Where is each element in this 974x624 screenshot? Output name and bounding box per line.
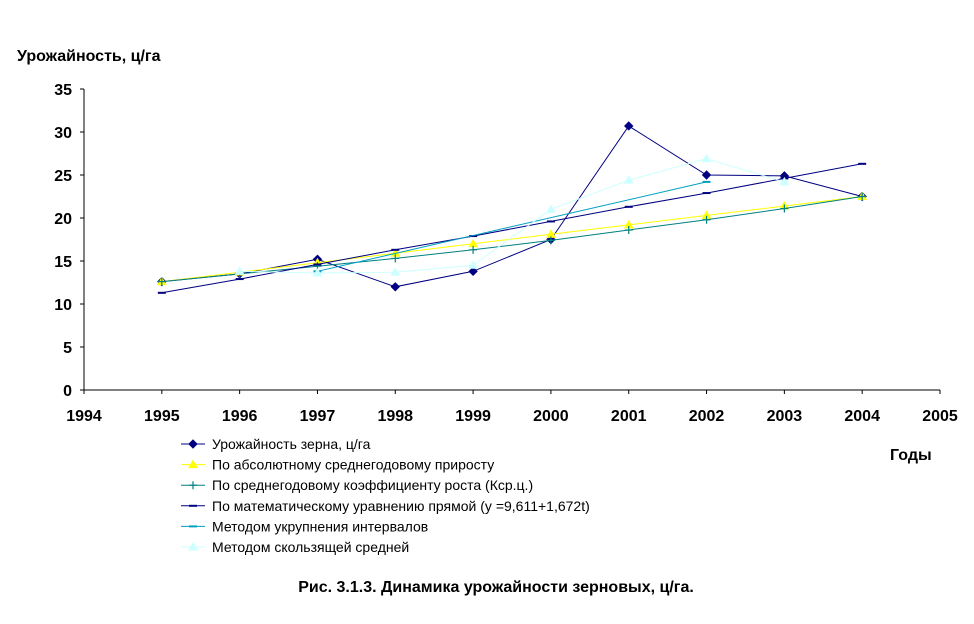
y-tick-label: 25 xyxy=(54,168,72,185)
x-tick-label: 1999 xyxy=(455,408,491,425)
data-point xyxy=(189,481,197,490)
x-tick-label: 2004 xyxy=(844,408,880,425)
x-tick-label: 2003 xyxy=(767,408,803,425)
data-point xyxy=(390,267,401,276)
legend-label: По среднегодовому коэффициенту роста (Кс… xyxy=(212,477,533,493)
x-tick-label: 2005 xyxy=(922,408,958,425)
y-tick-label: 15 xyxy=(54,254,72,271)
series-line xyxy=(161,196,863,283)
y-tick-label: 5 xyxy=(63,340,72,357)
data-point xyxy=(546,204,556,213)
legend-label: Методом скользящей средней xyxy=(212,539,409,555)
data-point xyxy=(188,541,198,551)
x-tick-label: 1996 xyxy=(222,408,258,425)
y-ticks: 0 5 10 15 20 25 30 35 xyxy=(54,82,84,400)
legend-item: Урожайность зерна, ц/га xyxy=(181,436,371,452)
series-line xyxy=(317,181,707,272)
series-2 xyxy=(156,191,868,286)
data-point xyxy=(188,459,198,469)
y-tick-label: 0 xyxy=(63,383,72,400)
data-point xyxy=(702,215,711,224)
legend-label: По математическому уравнению прямой (y =… xyxy=(212,498,590,514)
data-point xyxy=(391,254,400,263)
x-tick-label: 1997 xyxy=(300,408,336,425)
data-point xyxy=(624,121,634,131)
data-point xyxy=(234,266,245,275)
data-point xyxy=(188,439,198,449)
x-tick-label: 1998 xyxy=(377,408,413,425)
legend-item: Методом укрупнения интервалов xyxy=(181,518,428,534)
data-point xyxy=(623,175,634,184)
series-line xyxy=(239,158,785,274)
series-1 xyxy=(157,121,867,292)
data-point xyxy=(624,226,633,235)
data-point xyxy=(157,277,166,286)
x-tick-label: 2000 xyxy=(533,408,569,425)
x-tick-label: 1995 xyxy=(144,408,180,425)
series-line xyxy=(161,196,863,283)
x-axis-title: Годы xyxy=(890,447,932,464)
legend-label: По абсолютному среднегодовому приросту xyxy=(212,457,494,473)
legend-item: По среднегодовому коэффициенту роста (Кс… xyxy=(181,477,533,493)
data-point xyxy=(546,236,555,245)
y-tick-label: 20 xyxy=(54,211,72,228)
legend-item: По математическому уравнению прямой (y =… xyxy=(181,498,590,514)
y-tick-label: 35 xyxy=(54,82,72,99)
data-point xyxy=(780,204,789,213)
y-axis-title: Урожайность, ц/га xyxy=(17,48,161,65)
series-6 xyxy=(234,153,790,277)
y-tick-label: 10 xyxy=(54,297,72,314)
series-layer xyxy=(156,121,868,294)
data-point xyxy=(468,266,478,277)
series-line xyxy=(161,125,863,288)
x-tick-label: 2002 xyxy=(689,408,725,425)
legend-item: Методом скользящей средней xyxy=(181,539,409,555)
legend-label: Методом укрупнения интервалов xyxy=(212,518,428,534)
data-point xyxy=(858,192,867,201)
figure-caption: Рис. 3.1.3. Динамика урожайности зерновы… xyxy=(298,579,694,596)
y-tick-label: 30 xyxy=(54,125,72,142)
data-point xyxy=(468,260,478,269)
data-point xyxy=(779,176,790,186)
data-point xyxy=(312,268,323,277)
x-tick-label: 2001 xyxy=(611,408,647,425)
x-tick-label: 1994 xyxy=(66,408,102,425)
legend-item: По абсолютному среднегодовому приросту xyxy=(181,457,494,473)
data-point xyxy=(390,282,400,292)
data-point xyxy=(469,245,478,254)
x-ticks: 1994 1995 1996 1997 1998 1999 2000 2001 2002 2003… xyxy=(66,390,958,425)
data-point xyxy=(701,153,712,163)
series-4 xyxy=(157,162,867,294)
legend-label: Урожайность зерна, ц/га xyxy=(212,436,371,452)
series-line xyxy=(161,163,863,294)
data-point xyxy=(701,170,712,180)
legend: Урожайность зерна, ц/га По абсолютному ср… xyxy=(181,436,590,555)
